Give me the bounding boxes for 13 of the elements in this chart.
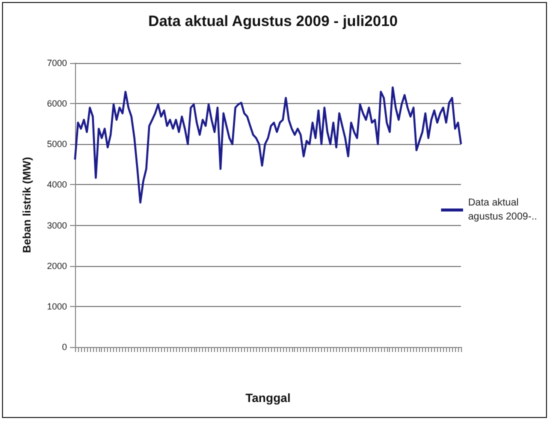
line-series: [74, 86, 462, 204]
y-tick-label: 5000: [46, 139, 67, 150]
x-axis-title: Tanggal: [245, 391, 291, 405]
y-tick-label: 3000: [46, 220, 67, 230]
y-tick-label: 4000: [46, 180, 67, 190]
y-axis-title: Beban listrik (MW): [22, 156, 34, 253]
y-tick-label: 6000: [46, 98, 67, 109]
y-tick-label: 7000: [46, 58, 67, 68]
legend-label: Data aktual agustus 2009-..: [468, 198, 537, 222]
chart-title: Data aktual Agustus 2009 - juli2010: [148, 13, 398, 30]
y-tick-label: 0: [62, 342, 67, 352]
y-tick-label: 1000: [46, 301, 67, 312]
y-tick-label: 2000: [46, 260, 67, 271]
